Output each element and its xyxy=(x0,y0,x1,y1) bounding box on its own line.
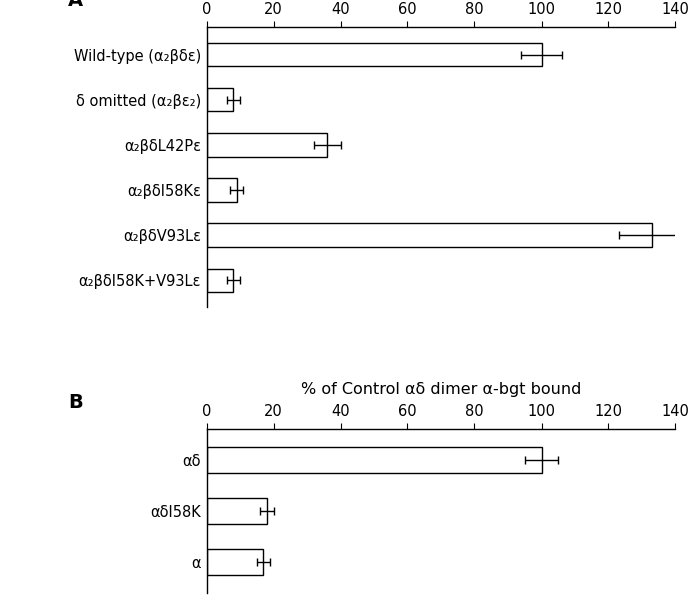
Bar xyxy=(206,447,542,474)
Bar xyxy=(206,43,542,67)
Text: B: B xyxy=(68,393,83,412)
Bar xyxy=(206,88,233,111)
Bar xyxy=(206,178,237,202)
Bar xyxy=(206,133,327,156)
Title: % of Control αδ dimer α-bgt bound: % of Control αδ dimer α-bgt bound xyxy=(301,382,581,397)
Bar xyxy=(206,224,652,247)
Text: A: A xyxy=(68,0,83,10)
Bar xyxy=(206,269,233,292)
Bar xyxy=(206,549,263,576)
Bar xyxy=(206,498,267,524)
